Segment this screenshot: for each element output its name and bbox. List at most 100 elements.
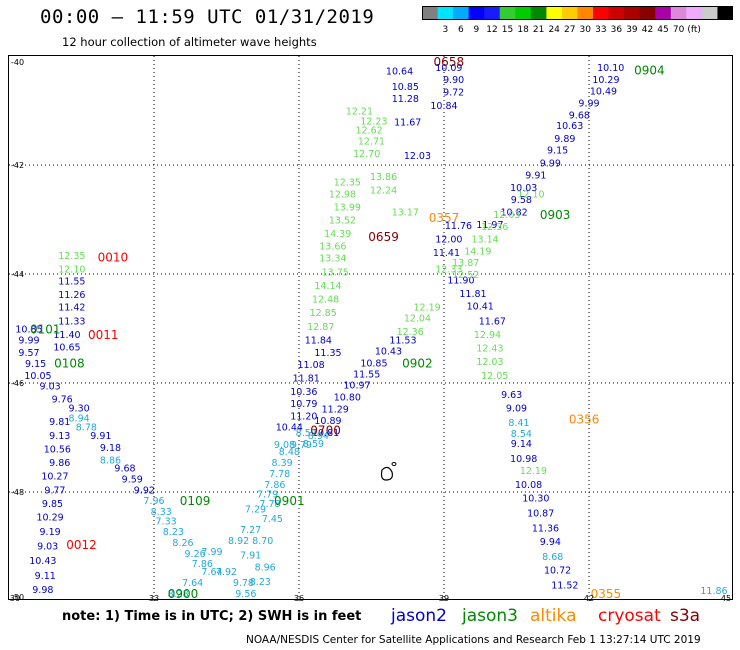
- wave-height-value: 11.36: [532, 523, 559, 534]
- wave-height-value: 12.36: [397, 327, 424, 338]
- longitude-label: 42: [584, 594, 594, 601]
- wave-height-value: 12.33: [435, 265, 462, 276]
- wave-height-value: 7.86: [264, 480, 285, 491]
- color-scale-swatch: [437, 6, 454, 20]
- latitude-label: -50: [11, 593, 24, 601]
- footer-note: note: 1) Time is in UTC; 2) SWH is in fe…: [62, 609, 362, 624]
- color-scale-tick-label: 3: [442, 25, 448, 34]
- color-scale-swatch: [670, 6, 687, 20]
- wave-height-value: 7.96: [143, 496, 164, 507]
- credit-line: NOAA/NESDIS Center for Satellite Applica…: [246, 634, 701, 646]
- pass-time-label: 0011: [88, 328, 119, 342]
- wave-height-value: 10.43: [375, 346, 402, 357]
- wave-height-value: 10.30: [522, 493, 549, 504]
- wave-height-value: 10.85: [360, 358, 387, 369]
- color-scale-swatch: [468, 6, 485, 20]
- wave-height-value: 10.05: [24, 371, 51, 382]
- wave-height-value: 8.26: [172, 538, 193, 549]
- wave-height-value: 12.03: [404, 151, 431, 162]
- wave-height-value: 9.99: [540, 158, 561, 169]
- wave-height-value: 9.15: [547, 146, 568, 157]
- color-scale-swatch: [546, 6, 563, 20]
- wave-height-value: 11.55: [353, 370, 380, 381]
- wave-height-value: 8.86: [100, 455, 121, 466]
- longitude-label: 30: [10, 594, 20, 601]
- wave-height-value: 9.77: [44, 485, 65, 496]
- wave-height-value: 10.98: [510, 454, 537, 465]
- wave-height-value: 12.85: [310, 308, 337, 319]
- wave-height-value: 9.72: [443, 87, 464, 98]
- wave-height-value: 9.59: [122, 474, 143, 485]
- wave-height-value: 11.76: [445, 221, 472, 232]
- wave-height-value: 8.92: [228, 536, 249, 547]
- pass-time-label: 0903: [540, 208, 571, 222]
- wave-height-value: 8.33: [151, 507, 172, 518]
- wave-height-value: 7.91: [240, 551, 261, 562]
- color-scale-swatch: [701, 6, 718, 20]
- wave-height-value: 13.87: [452, 258, 479, 269]
- wave-height-value: 10.41: [467, 302, 494, 313]
- pass-time-label: 0101: [30, 323, 61, 337]
- wave-height-value: 7.45: [262, 514, 283, 525]
- pass-time-label: 0356: [569, 412, 600, 426]
- color-scale-swatch: [655, 6, 672, 20]
- color-scale-swatch: [639, 6, 656, 20]
- color-scale-swatch: [530, 6, 547, 20]
- map-canvas: 10.64 10.09 10.85 9.90 11.28 9.72 10.84 11.67 12…: [9, 55, 734, 603]
- wave-height-value: 11.33: [58, 316, 85, 327]
- satellite-legend-cryosat: cryosat: [598, 606, 661, 626]
- color-scale-tick-label: 9: [474, 25, 480, 34]
- wave-height-value: 10.72: [544, 565, 571, 576]
- wave-height-value: 12.43: [476, 344, 503, 355]
- wave-height-value: 10.89: [314, 416, 341, 427]
- wave-height-value: 9.90: [443, 75, 464, 86]
- color-scale-swatch: [499, 6, 516, 20]
- wave-height-value: 7.92: [216, 567, 237, 578]
- wave-height-value: 8.78: [76, 423, 97, 434]
- pass-time-label: 0659: [368, 230, 399, 244]
- wave-height-value: 9.08: [274, 440, 295, 451]
- wave-height-value: 12.94: [474, 330, 501, 341]
- wave-height-value: 14.19: [464, 247, 491, 258]
- wave-height-value: 9.03: [40, 382, 61, 393]
- wave-height-value: 12.03: [493, 210, 520, 221]
- wave-height-value: 12.00: [435, 235, 462, 246]
- color-scale-swatch: [717, 6, 733, 20]
- wave-height-value: 10.82: [500, 207, 527, 218]
- wave-height-value: 11.52: [551, 581, 578, 592]
- wave-height-value: 8.28: [168, 589, 189, 600]
- wave-height-value: 11.40: [53, 330, 80, 341]
- wave-height-value: 9.94: [540, 537, 561, 548]
- wave-height-value: 12.52: [452, 270, 479, 281]
- wave-height-value: 9.19: [40, 527, 61, 538]
- wave-height-value: 12.05: [481, 371, 508, 382]
- wave-height-value: 11.20: [290, 412, 317, 423]
- wave-height-value: 7.78: [269, 469, 290, 480]
- wave-height-value: 7.99: [201, 547, 222, 558]
- wave-height-value: 9.99: [18, 335, 39, 346]
- wave-height-value: 8.59: [303, 439, 324, 450]
- wave-height-value: 8.39: [272, 458, 293, 469]
- color-scale-tick-label: 33: [595, 25, 606, 34]
- wave-height-value: 9.91: [525, 170, 546, 181]
- wave-height-value: 13.99: [334, 202, 361, 213]
- wave-height-value: 9.78: [233, 578, 254, 589]
- map-plot-area: 10.64 10.09 10.85 9.90 11.28 9.72 10.84 11.67 12…: [8, 55, 734, 603]
- wave-height-value: 11.97: [476, 220, 503, 231]
- color-scale-tick-label: 30: [580, 25, 592, 34]
- latitude-label: -44: [11, 270, 24, 279]
- wave-height-value: 9.13: [49, 431, 70, 442]
- pass-time-label: 0900: [168, 587, 199, 601]
- latitude-label: -42: [11, 161, 24, 170]
- wave-height-value: 11.29: [322, 405, 349, 416]
- color-scale-tick-label: 21: [533, 25, 544, 34]
- color-scale-swatch: [577, 6, 594, 20]
- pass-time-label: 0355: [591, 587, 622, 601]
- wave-height-value: 11.67: [479, 316, 506, 327]
- wave-height-value: 11.35: [314, 348, 341, 359]
- wave-height-value: 9.15: [25, 359, 46, 370]
- wave-height-value: 12.70: [353, 149, 380, 160]
- wave-height-value: 9.92: [134, 485, 155, 496]
- latitude-label: -46: [11, 379, 24, 388]
- wave-height-value: 12.24: [370, 186, 397, 197]
